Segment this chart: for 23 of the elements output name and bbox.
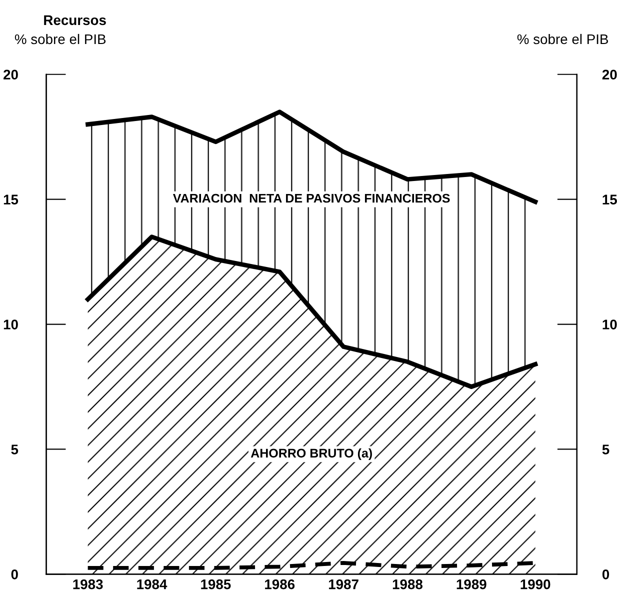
y-tick-label: 10 xyxy=(4,320,18,330)
x-tick-label: 1986 xyxy=(265,579,295,590)
x-tick-label: 1989 xyxy=(456,579,486,590)
chart-title: Recursos xyxy=(44,15,106,26)
x-tick-label: 1987 xyxy=(328,579,358,590)
y2-tick-label: 5 xyxy=(602,444,610,454)
y-tick-label: 5 xyxy=(11,444,18,454)
y-tick-label: 15 xyxy=(4,194,18,204)
y2-tick-label: 10 xyxy=(602,320,617,330)
y-tick-label: 0 xyxy=(11,570,18,580)
y2-tick-label: 20 xyxy=(602,70,617,80)
x-tick-label: 1988 xyxy=(392,579,423,590)
y-axis-title: % sobre el PIB xyxy=(14,34,106,44)
series-label: AHORRO BRUTO (a) xyxy=(250,448,372,460)
series-label: VARIACION NETA DE PASIVOS FINANCIEROS xyxy=(172,194,450,203)
y2-tick-label: 15 xyxy=(602,194,617,204)
x-tick-label: 1990 xyxy=(520,579,550,590)
y2-tick-label: 0 xyxy=(602,570,610,580)
y-tick-label: 20 xyxy=(4,70,18,80)
x-tick-label: 1984 xyxy=(137,579,168,590)
x-tick-label: 1983 xyxy=(73,579,103,590)
x-tick-label: 1985 xyxy=(201,579,231,590)
y2-axis-title: % sobre el PIB xyxy=(517,34,608,44)
